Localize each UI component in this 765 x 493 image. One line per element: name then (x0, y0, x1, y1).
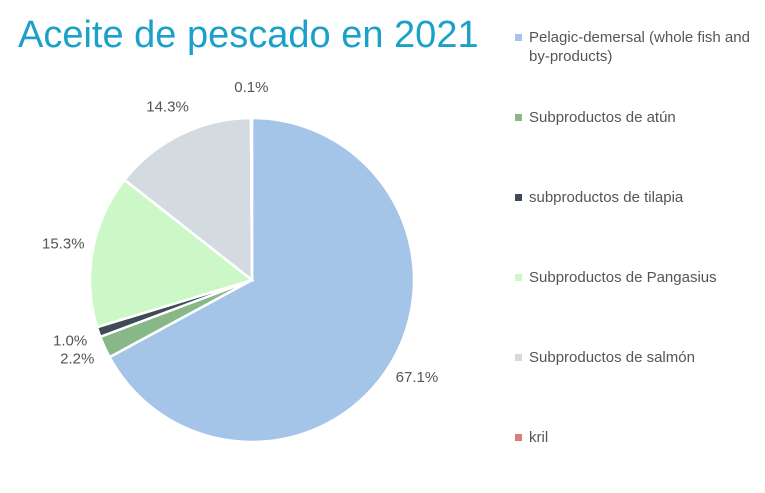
data-label: 2.2% (60, 351, 94, 368)
pie-slice (249, 116, 254, 281)
data-label: 1.0% (53, 333, 87, 350)
legend-label: Pelagic-demersal (whole fish and by-prod… (529, 29, 750, 65)
pie-slice (88, 178, 255, 329)
legend-swatch (515, 114, 522, 121)
legend-swatch (515, 34, 522, 41)
legend-item: Subproductos de salmón (515, 348, 755, 367)
chart-title: Aceite de pescado en 2021 (18, 14, 479, 56)
pie-slice (107, 116, 416, 444)
legend-swatch (515, 434, 522, 441)
data-label: 0.1% (234, 79, 268, 96)
data-label: 14.3% (146, 99, 189, 116)
legend-swatch (515, 194, 522, 201)
legend-item: subproductos de tilapia (515, 188, 755, 207)
legend-swatch (515, 354, 522, 361)
legend-item: kril (515, 428, 755, 447)
data-label: 67.1% (396, 369, 439, 386)
legend-item: Pelagic-demersal (whole fish and by-prod… (515, 28, 755, 66)
legend-label: kril (529, 429, 549, 446)
legend-item: Subproductos de atún (515, 108, 755, 127)
legend-label: Subproductos de atún (529, 109, 676, 126)
legend-label: Subproductos de Pangasius (529, 269, 717, 286)
legend-label: Subproductos de salmón (529, 349, 695, 366)
legend-label: subproductos de tilapia (529, 189, 684, 206)
legend-item: Subproductos de Pangasius (515, 268, 755, 287)
legend-swatch (515, 274, 522, 281)
data-label: 15.3% (42, 236, 85, 253)
pie-slice (122, 116, 254, 283)
